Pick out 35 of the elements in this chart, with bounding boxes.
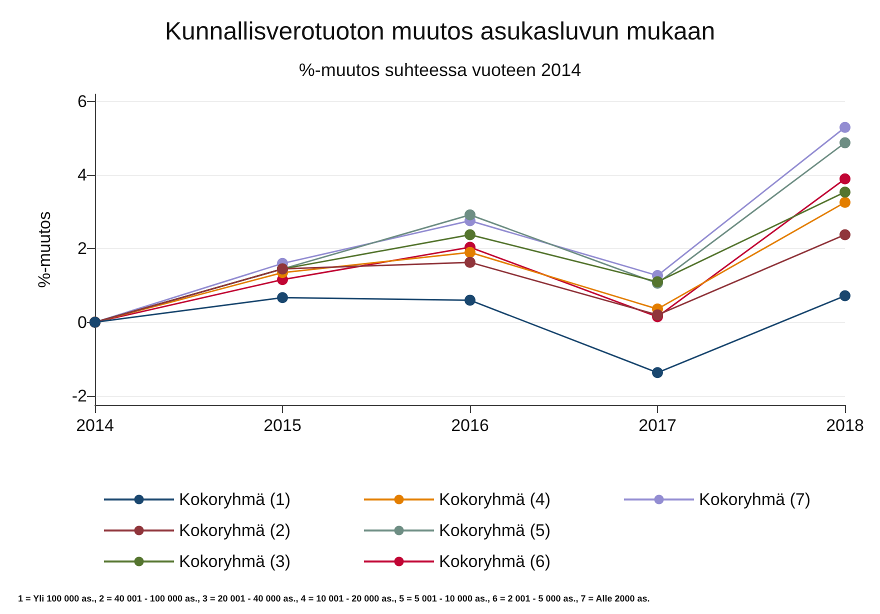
y-tick-label: 2 — [78, 239, 87, 258]
point — [840, 122, 850, 133]
point — [464, 209, 476, 220]
legend-label: Kokoryhmä (2) — [179, 521, 290, 540]
x-tick-label: 2014 — [76, 416, 114, 435]
x-tick-label: 2016 — [451, 416, 489, 435]
point — [652, 367, 663, 378]
point — [464, 229, 476, 240]
point — [277, 292, 288, 304]
x-tick-label: 2018 — [826, 416, 864, 435]
y-tick-label: -2 — [72, 386, 87, 406]
point — [464, 294, 476, 306]
legend-label: Kokoryhmä (6) — [439, 552, 550, 571]
legend-label: Kokoryhmä (5) — [439, 521, 550, 540]
legend-label: Kokoryhmä (7) — [699, 490, 810, 509]
point — [464, 256, 476, 268]
legend-label: Kokoryhmä (4) — [439, 490, 550, 509]
point — [840, 186, 850, 198]
text: 1 = Yli 100 000 as., 2 = 40 001 - 100 000 as., 3 = 20 001 - 40 000 as., 4 = 10 001 - 20 000 as., 5 = 5 001 - 10 000 as., 6 = 2 001 - 5 000 as., 7 = Alle 2000 as. — [18, 594, 650, 604]
point — [840, 290, 850, 302]
chart-subtitle: %-muutos suhteessa vuoteen 2014 — [298, 60, 582, 80]
point — [840, 229, 850, 240]
y-tick-label: 0 — [78, 312, 87, 332]
x-tick-label: 2017 — [638, 416, 676, 435]
y-axis-title: %-muutos — [35, 211, 54, 288]
point — [840, 137, 850, 148]
legend-label: Kokoryhmä (3) — [179, 552, 290, 571]
chart-title: Kunnallisverotuoton muutos asukasluvun mukaan — [164, 18, 716, 46]
legend-label: Kokoryhmä (1) — [179, 490, 290, 509]
y-tick-label: 6 — [78, 92, 87, 112]
x-tick-label: 2015 — [264, 416, 302, 435]
point — [840, 173, 850, 184]
point — [464, 246, 476, 258]
y-tick-label: 4 — [78, 166, 87, 185]
point — [840, 196, 850, 208]
